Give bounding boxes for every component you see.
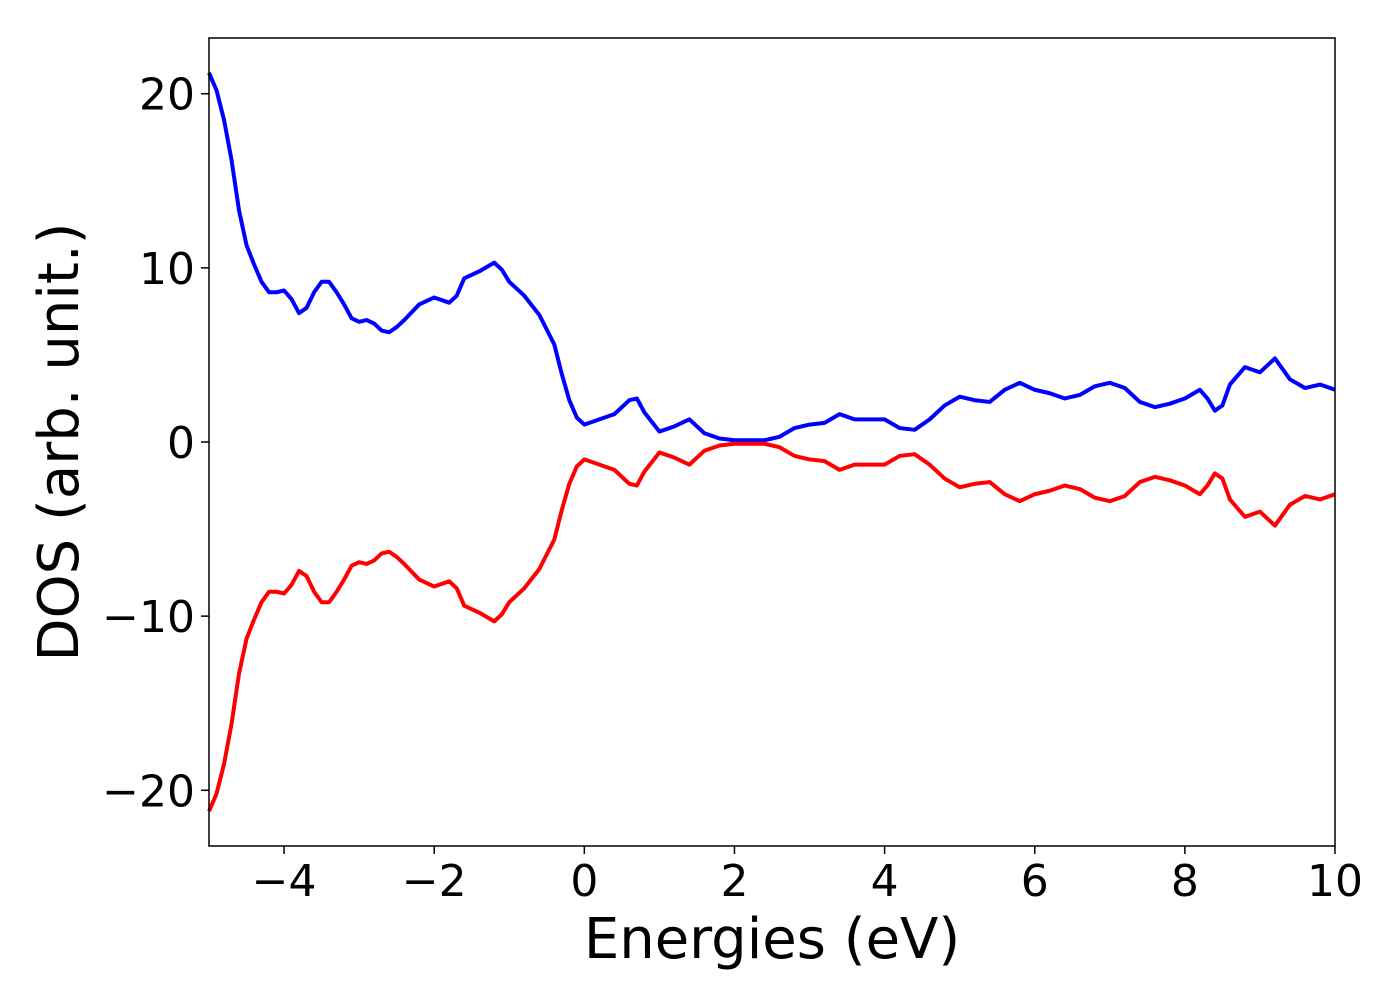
y-tick-label: −10: [102, 592, 195, 643]
y-axis-label: DOS (arb. unit.): [27, 222, 92, 661]
x-tick-label: 8: [1171, 856, 1199, 907]
x-tick-label: 2: [720, 856, 748, 907]
x-tick-label: 6: [1021, 856, 1049, 907]
x-tick-label: −2: [402, 856, 467, 907]
x-axis-label: Energies (eV): [584, 907, 960, 972]
x-tick-label: 10: [1307, 856, 1363, 907]
x-tick-label: −4: [252, 856, 317, 907]
y-tick-label: 20: [139, 70, 195, 121]
series-line: [207, 72, 1336, 443]
x-tick-label: 0: [570, 856, 598, 907]
y-tick-label: −20: [102, 766, 195, 817]
series-line: [207, 441, 1336, 812]
y-tick-label: 10: [139, 244, 195, 295]
x-tick-label: 4: [871, 856, 899, 907]
y-tick-label: 0: [167, 418, 195, 469]
plot-frame: [208, 37, 1336, 847]
